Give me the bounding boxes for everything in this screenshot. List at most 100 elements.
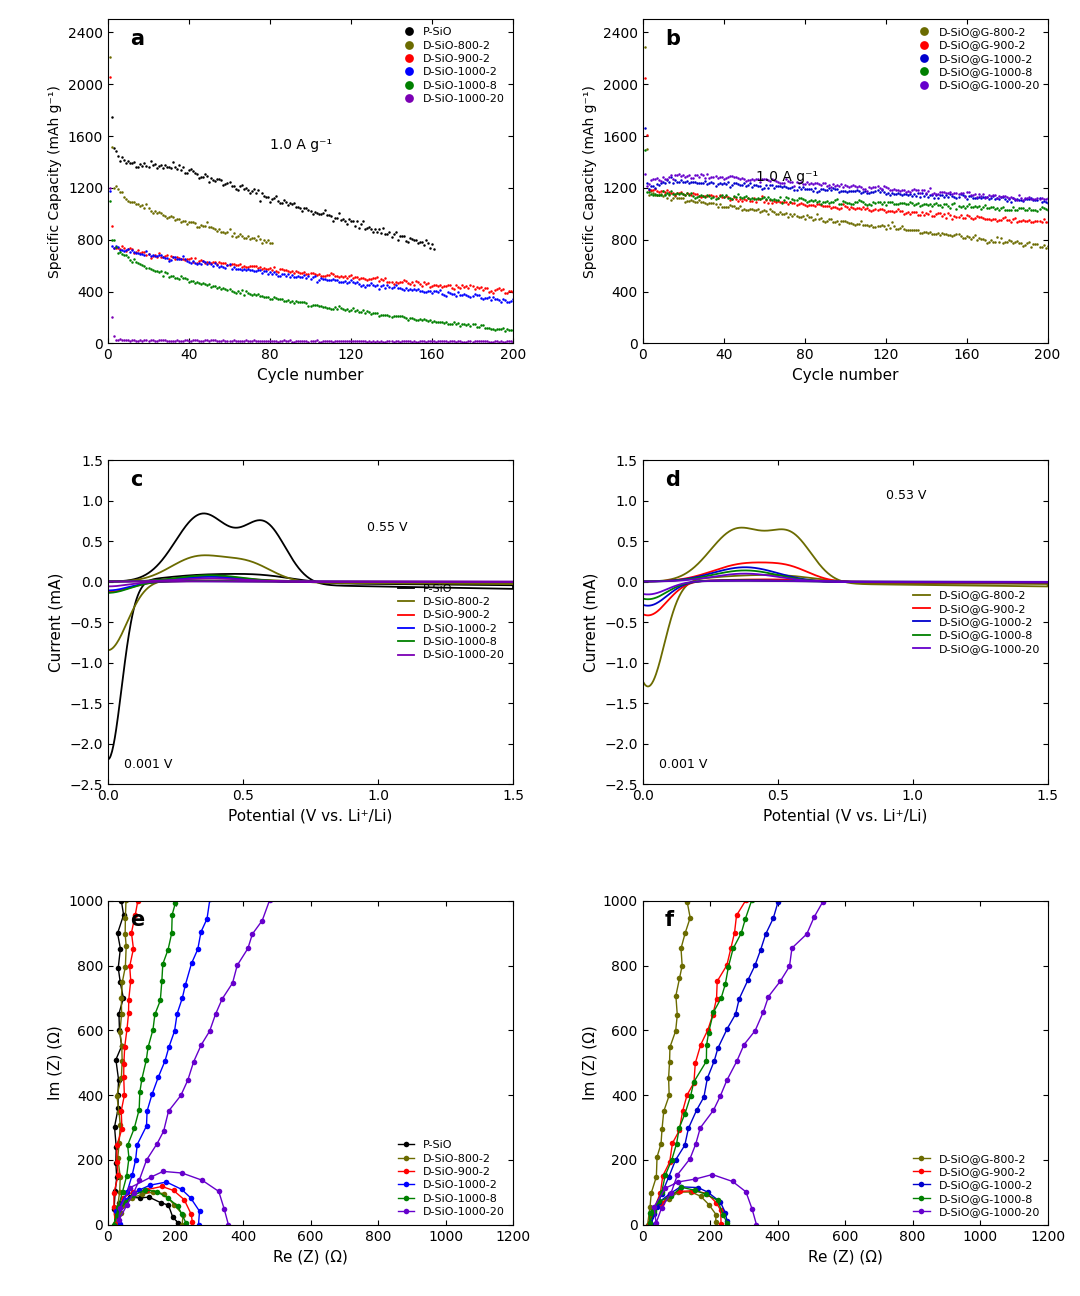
D-SiO-900-2 xyxy=(133,880,146,896)
D-SiO-1000-20 xyxy=(181,1072,194,1087)
P-SiO xyxy=(239,517,252,533)
D-SiO@G-800-2 xyxy=(642,1217,654,1232)
D-SiO@G-1000-2 xyxy=(729,1006,742,1021)
P-SiO xyxy=(112,1208,125,1223)
Line: D-SiO@G-1000-20: D-SiO@G-1000-20 xyxy=(644,172,1049,201)
D-SiO@G-1000-8 xyxy=(684,1089,697,1104)
D-SiO@G-900-2 xyxy=(674,1183,687,1199)
D-SiO-800-2 xyxy=(119,911,132,927)
D-SiO@G-1000-8 xyxy=(711,1192,724,1208)
D-SiO-900-2 xyxy=(127,941,140,956)
Text: d: d xyxy=(665,470,679,490)
D-SiO@G-1000-2 xyxy=(754,942,767,958)
D-SiO@G-1000-8 xyxy=(750,877,762,893)
D-SiO@G-1000-20 xyxy=(659,1181,672,1196)
D-SiO@G-1000-8 xyxy=(720,1216,733,1231)
D-SiO@G-800-2 xyxy=(684,910,697,925)
P-SiO xyxy=(108,1120,121,1135)
D-SiO-1000-8 xyxy=(150,1183,163,1199)
Line: D-SiO@G-1000-8: D-SiO@G-1000-8 xyxy=(647,883,759,1226)
D-SiO-1000-8 xyxy=(486,574,499,590)
D-SiO@G-900-2 xyxy=(1021,213,1034,228)
D-SiO-800-2 xyxy=(177,1208,190,1223)
P-SiO xyxy=(114,880,127,896)
D-SiO@G-800-2 xyxy=(676,958,689,973)
Y-axis label: Current (mA): Current (mA) xyxy=(583,573,598,671)
D-SiO@G-900-2 xyxy=(666,1135,679,1151)
P-SiO xyxy=(486,577,499,592)
D-SiO-1000-2 xyxy=(203,890,216,906)
D-SiO@G-900-2 xyxy=(644,1207,657,1222)
D-SiO-800-2 xyxy=(469,575,482,591)
D-SiO@G-1000-20 xyxy=(774,973,787,989)
D-SiO@G-1000-20 xyxy=(636,586,649,601)
D-SiO@G-900-2 xyxy=(663,1155,676,1170)
Line: D-SiO-1000-20: D-SiO-1000-20 xyxy=(109,187,514,343)
D-SiO@G-1000-2 xyxy=(701,1185,714,1200)
D-SiO-1000-8 xyxy=(507,321,519,337)
D-SiO@G-800-2 xyxy=(710,1214,723,1230)
D-SiO-1000-8 xyxy=(211,280,224,295)
D-SiO@G-1000-2 xyxy=(701,1070,714,1086)
D-SiO-1000-20 xyxy=(127,1185,140,1200)
D-SiO@G-900-2 xyxy=(676,1103,689,1118)
Line: D-SiO@G-900-2: D-SiO@G-900-2 xyxy=(646,883,755,1227)
D-SiO@G-1000-20 xyxy=(745,1201,758,1217)
D-SiO-1000-2 xyxy=(140,1118,153,1134)
D-SiO@G-1000-2 xyxy=(656,1186,669,1201)
D-SiO-900-2 xyxy=(110,1153,123,1169)
P-SiO xyxy=(154,1195,167,1210)
D-SiO-1000-20 xyxy=(264,892,276,907)
D-SiO@G-1000-20 xyxy=(656,1200,669,1216)
D-SiO-1000-8 xyxy=(102,584,114,600)
D-SiO-1000-20 xyxy=(211,333,224,349)
D-SiO@G-1000-8 xyxy=(744,562,757,578)
P-SiO xyxy=(411,236,424,251)
D-SiO-1000-2 xyxy=(140,1103,153,1118)
D-SiO-1000-8 xyxy=(133,1102,146,1117)
D-SiO-800-2 xyxy=(112,1104,125,1120)
Legend: D-SiO@G-800-2, D-SiO@G-900-2, D-SiO@G-1000-2, D-SiO@G-1000-8, D-SiO@G-1000-20: D-SiO@G-800-2, D-SiO@G-900-2, D-SiO@G-10… xyxy=(910,1151,1042,1220)
Text: 1.0 A g⁻¹: 1.0 A g⁻¹ xyxy=(756,171,819,184)
D-SiO-900-2 xyxy=(102,584,114,600)
P-SiO xyxy=(111,1087,124,1103)
D-SiO-900-2 xyxy=(118,1087,131,1103)
D-SiO-800-2 xyxy=(114,1205,127,1221)
Text: 0.001 V: 0.001 V xyxy=(124,758,173,771)
Line: D-SiO@G-1000-8: D-SiO@G-1000-8 xyxy=(644,149,1049,213)
D-SiO@G-1000-2 xyxy=(647,1205,660,1221)
D-SiO-1000-20 xyxy=(203,1024,216,1039)
Y-axis label: Im (Z) (Ω): Im (Z) (Ω) xyxy=(582,1025,597,1100)
D-SiO@G-800-2 xyxy=(1039,240,1052,255)
D-SiO-1000-20 xyxy=(157,1164,170,1179)
D-SiO-900-2 xyxy=(125,925,138,941)
D-SiO@G-1000-2 xyxy=(745,179,758,194)
D-SiO@G-1000-2 xyxy=(674,1179,687,1195)
D-SiO-900-2 xyxy=(178,251,191,267)
D-SiO-1000-8 xyxy=(210,568,222,583)
D-SiO-1000-20 xyxy=(231,958,244,973)
D-SiO@G-900-2 xyxy=(702,1021,715,1037)
D-SiO@G-1000-8 xyxy=(745,191,758,206)
D-SiO@G-1000-20 xyxy=(689,1172,702,1187)
D-SiO-800-2 xyxy=(119,925,132,941)
D-SiO@G-800-2 xyxy=(710,1207,723,1222)
Text: 0.001 V: 0.001 V xyxy=(659,758,707,771)
D-SiO@G-800-2 xyxy=(650,1169,663,1185)
D-SiO@G-1000-8 xyxy=(988,574,1001,590)
X-axis label: Potential (V vs. Li⁺/Li): Potential (V vs. Li⁺/Li) xyxy=(228,809,393,823)
D-SiO-1000-2 xyxy=(104,183,117,198)
D-SiO-900-2 xyxy=(500,285,513,301)
P-SiO xyxy=(123,1190,136,1205)
D-SiO-1000-20 xyxy=(162,1103,175,1118)
Line: D-SiO-900-2: D-SiO-900-2 xyxy=(109,76,514,294)
D-SiO@G-800-2 xyxy=(636,574,649,590)
D-SiO@G-1000-20 xyxy=(707,1103,720,1118)
D-SiO-800-2 xyxy=(114,1070,127,1086)
D-SiO@G-800-2 xyxy=(644,1199,657,1214)
D-SiO-800-2 xyxy=(243,231,256,246)
D-SiO@G-1000-8 xyxy=(719,976,732,991)
D-SiO-1000-20 xyxy=(256,912,269,928)
D-SiO@G-800-2 xyxy=(713,196,726,211)
D-SiO@G-800-2 xyxy=(638,40,651,56)
